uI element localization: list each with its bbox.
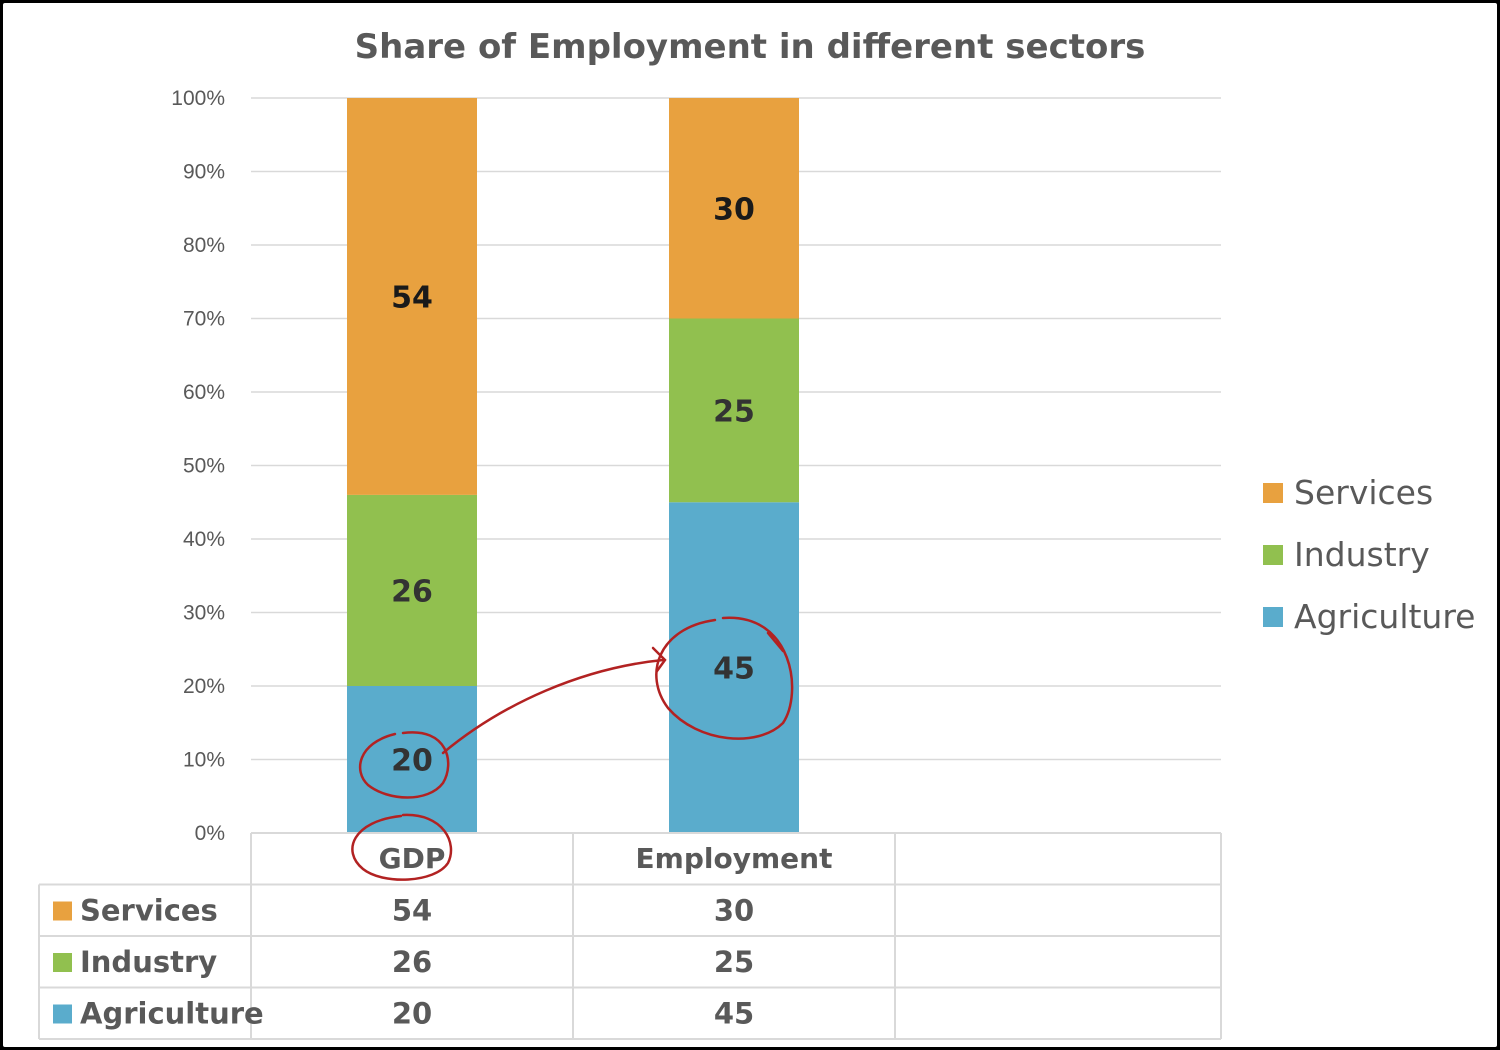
bar-industry-gdp <box>347 494 477 686</box>
annotation-circle-gdp-agriculture <box>358 731 450 799</box>
handwritten-annotations <box>351 616 794 881</box>
table-cell: 26 <box>392 945 432 979</box>
data-label: 20 <box>391 744 433 779</box>
data-label: 30 <box>713 192 755 227</box>
legend-label-agriculture: Agriculture <box>1294 597 1475 636</box>
table-cell: 54 <box>392 894 432 928</box>
table-cell: 20 <box>392 997 432 1031</box>
y-tick-label: 70% <box>183 308 225 331</box>
table-swatch-agriculture <box>53 1004 72 1024</box>
bar-services-gdp <box>347 98 477 495</box>
bars <box>347 98 799 833</box>
bar-industry-employment <box>669 318 799 503</box>
y-tick-label: 40% <box>183 528 225 551</box>
table-swatch-industry <box>53 953 72 972</box>
category-label-employment: Employment <box>636 842 833 875</box>
table-row-label-industry: Industry <box>80 945 217 979</box>
data-label: 25 <box>713 394 755 429</box>
legend-label-industry: Industry <box>1294 535 1430 574</box>
table-cell: 45 <box>714 997 754 1031</box>
y-tick-label: 20% <box>183 675 225 698</box>
legend-label-services: Services <box>1294 473 1433 512</box>
y-tick-label: 90% <box>183 161 225 184</box>
bar-agriculture-employment <box>669 502 799 833</box>
stacked-bar-chart: Share of Employment in different sectors… <box>38 27 1475 1040</box>
data-table: GDP Employment Services 54 30 Industry 26 25 Agr… <box>38 832 1222 1040</box>
y-tick-label: 0% <box>195 822 225 845</box>
category-label-gdp: GDP <box>379 842 446 875</box>
table-cell: 30 <box>714 894 754 928</box>
y-tick-label: 60% <box>183 381 225 404</box>
table-cell: 25 <box>714 945 754 979</box>
bar-services-employment <box>669 98 799 319</box>
y-tick-label: 30% <box>183 602 225 625</box>
annotation-arrow <box>441 658 665 755</box>
data-label: 26 <box>391 574 433 609</box>
y-axis-tick-labels: 0% 10% 20% 30% 40% 50% 60% 70% 80% 90% 100% <box>171 87 225 845</box>
legend-swatch-agriculture <box>1263 607 1283 627</box>
table-row-label-agriculture: Agriculture <box>80 997 264 1031</box>
legend: Services Industry Agriculture <box>1263 473 1475 636</box>
data-labels: 20 26 54 45 25 30 <box>391 192 755 778</box>
y-tick-label: 50% <box>183 455 225 478</box>
data-label: 45 <box>713 652 755 687</box>
chart-card: Share of Employment in different sectors… <box>3 3 1497 1047</box>
data-label: 54 <box>391 280 433 315</box>
table-swatch-services <box>53 901 72 921</box>
y-tick-label: 100% <box>171 87 225 110</box>
y-tick-label: 10% <box>183 749 225 772</box>
y-tick-label: 80% <box>183 234 225 257</box>
table-row-label-services: Services <box>80 894 218 928</box>
annotation-arrow-head <box>651 646 667 673</box>
legend-swatch-services <box>1263 483 1283 503</box>
chart-title: Share of Employment in different sectors <box>355 27 1146 67</box>
annotation-circle-gdp-label <box>351 813 453 881</box>
legend-swatch-industry <box>1263 545 1283 565</box>
bar-agriculture-gdp <box>347 686 477 833</box>
